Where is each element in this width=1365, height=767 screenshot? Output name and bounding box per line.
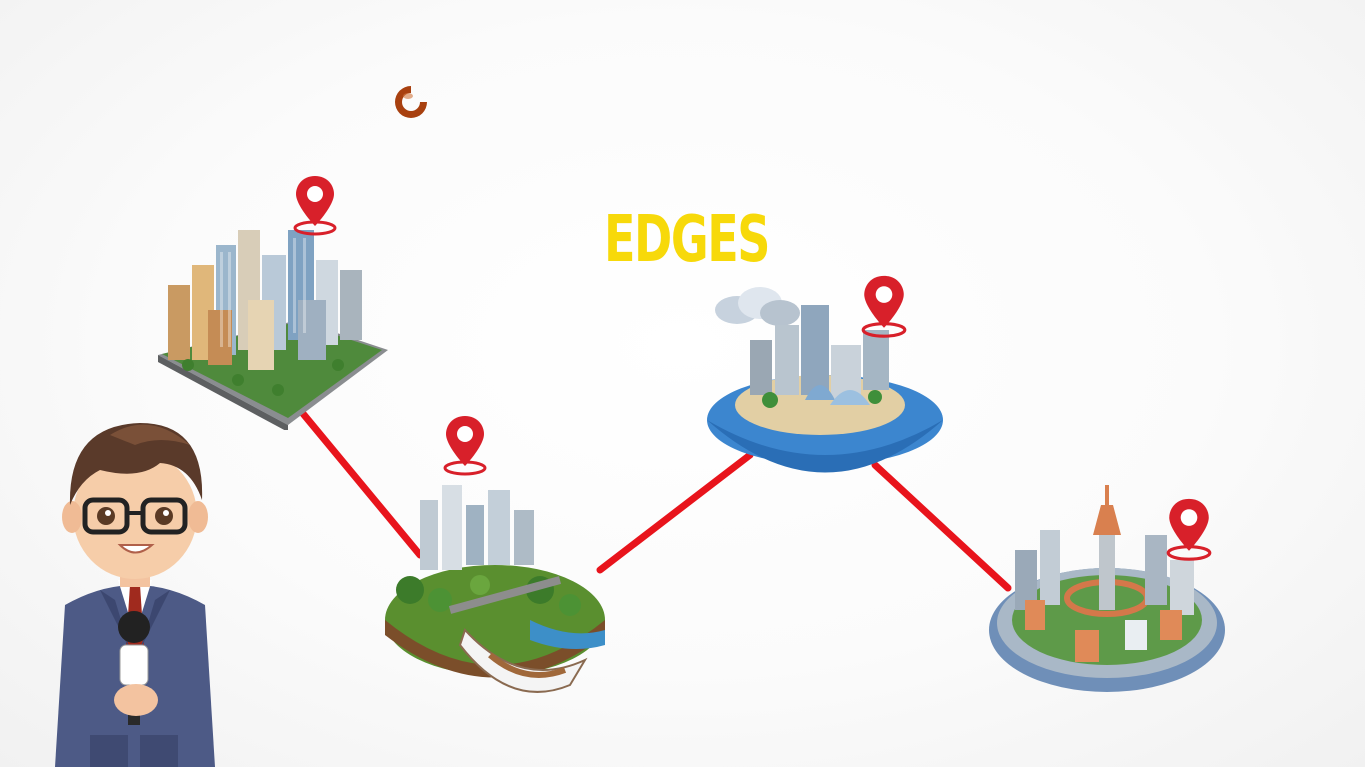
loading-spinner-icon [395,86,427,118]
edge-city1-city2 [296,406,424,559]
edge-city3-city4 [871,461,1012,592]
reporter-avatar [55,423,215,767]
location-pin-icon [443,416,487,476]
city-node-tower-plaza [989,485,1225,692]
edge-city2-city3 [596,451,754,574]
city-node-floating-island [707,287,943,473]
location-pin-icon [1166,498,1212,561]
location-pin-icon [293,176,337,236]
location-pin-icon [861,275,907,338]
slide-title: EDGES [604,203,770,277]
city-node-skyscrapers [158,230,388,430]
city-node-park-island [385,485,605,693]
